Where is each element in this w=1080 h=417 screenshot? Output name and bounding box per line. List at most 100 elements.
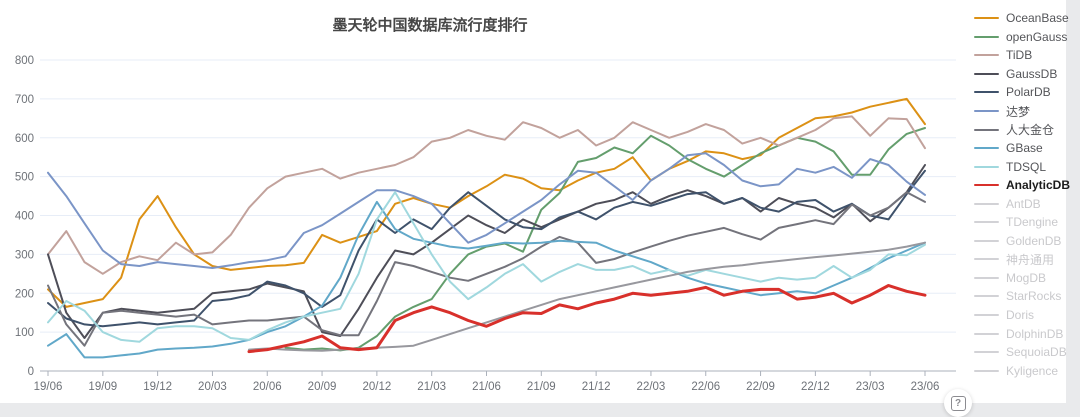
- series-line-TiDB: [47, 115, 926, 275]
- y-axis-tick-label: 800: [15, 55, 34, 67]
- legend-line-swatch: [974, 202, 999, 205]
- legend-line-swatch: [974, 314, 999, 317]
- legend-line-swatch: [974, 54, 999, 57]
- legend-item-Doris[interactable]: Doris: [974, 306, 1070, 325]
- x-axis-tick-label: 20/03: [198, 381, 227, 393]
- legend-label: PolarDB: [1006, 85, 1051, 100]
- x-axis-tick-label: 19/09: [88, 381, 117, 393]
- legend-item-达梦[interactable]: 达梦: [974, 102, 1070, 121]
- y-axis-tick-label: 500: [15, 172, 34, 184]
- legend-item-OceanBase[interactable]: OceanBase: [974, 9, 1070, 28]
- y-axis-tick-label: 200: [15, 288, 34, 300]
- question-icon: ?: [950, 395, 966, 411]
- legend-line-swatch: [974, 184, 999, 187]
- legend-line-swatch: [974, 295, 999, 298]
- legend-label: AnalyticDB: [1006, 178, 1071, 193]
- x-axis-tick-label: 23/06: [911, 381, 940, 393]
- legend-item-GBase[interactable]: GBase: [974, 139, 1070, 158]
- y-axis-tick-label: 400: [15, 211, 34, 223]
- legend-label: MogDB: [1006, 270, 1047, 285]
- legend-line-swatch: [974, 35, 999, 38]
- legend-item-TiDB[interactable]: TiDB: [974, 46, 1070, 65]
- legend-line-swatch: [974, 165, 999, 168]
- series-line-达梦: [47, 152, 926, 269]
- y-axis-tick-label: 100: [15, 327, 34, 339]
- legend-label: Doris: [1006, 308, 1035, 323]
- legend-line-swatch: [974, 239, 999, 242]
- y-axis-tick-label: 0: [28, 366, 34, 378]
- legend-label: 人大金仓: [1006, 123, 1055, 138]
- x-axis-tick-label: 22/12: [801, 381, 830, 393]
- x-axis-tick-label: 21/12: [582, 381, 611, 393]
- legend-item-AnalyticDB[interactable]: AnalyticDB: [974, 176, 1070, 195]
- legend-line-swatch: [974, 110, 999, 112]
- y-axis-tick-label: 700: [15, 94, 34, 106]
- legend-label: OceanBase: [1006, 11, 1069, 26]
- legend-label: 达梦: [1006, 104, 1031, 119]
- y-axis-tick-label: 600: [15, 133, 34, 145]
- legend-item-openGauss[interactable]: openGauss: [974, 28, 1070, 47]
- legend-label: StarRocks: [1006, 289, 1062, 304]
- x-axis-tick-label: 20/12: [362, 381, 391, 393]
- legend-line-swatch: [974, 17, 999, 20]
- legend-label: TDengine: [1006, 215, 1059, 230]
- series-line-PolarDB: [47, 169, 926, 328]
- chart-title: 墨天轮中国数据库流行度排行: [332, 17, 528, 34]
- legend-item-StarRocks[interactable]: StarRocks: [974, 287, 1070, 306]
- x-axis-tick-label: 22/06: [691, 381, 720, 393]
- series-line-GBase: [47, 200, 926, 359]
- legend-line-swatch: [974, 147, 999, 150]
- series-line-人大金仓: [47, 191, 926, 347]
- series-line-TDSQL: [47, 191, 926, 343]
- legend-line-swatch: [974, 276, 999, 279]
- legend-item-人大金仓[interactable]: 人大金仓: [974, 120, 1070, 139]
- legend-item-SequoiaDB[interactable]: SequoiaDB: [974, 343, 1070, 362]
- series-line-GaussDB: [47, 164, 926, 339]
- legend-item-神舟通用[interactable]: 神舟通用: [974, 250, 1070, 269]
- x-axis-tick-label: 21/09: [527, 381, 556, 393]
- legend-line-swatch: [974, 351, 999, 354]
- legend-label: DolphinDB: [1006, 326, 1064, 341]
- legend-item-PolarDB[interactable]: PolarDB: [974, 83, 1070, 102]
- x-axis-tick-label: 22/09: [746, 381, 775, 393]
- legend-label: 神舟通用: [1006, 252, 1055, 267]
- legend-line-swatch: [974, 221, 999, 224]
- chart-legend: OceanBase openGauss TiDB GaussDB PolarDB 达梦人大…: [974, 9, 1070, 380]
- legend-line-swatch: [974, 258, 999, 261]
- legend-line-swatch: [974, 332, 999, 335]
- legend-label: TiDB: [1006, 48, 1033, 63]
- legend-label: openGauss: [1006, 29, 1068, 44]
- legend-item-MogDB[interactable]: MogDB: [974, 269, 1070, 288]
- x-axis-tick-label: 19/06: [34, 381, 63, 393]
- x-axis-tick-label: 20/06: [253, 381, 282, 393]
- line-chart-plot-area: 0 100 200 300 400 500 600 700 800 19/06 19/09 19/12…: [15, 55, 956, 393]
- x-axis-tick-label: 22/03: [637, 381, 666, 393]
- legend-item-AntDB[interactable]: AntDB: [974, 194, 1070, 213]
- legend-item-DolphinDB[interactable]: DolphinDB: [974, 324, 1070, 343]
- legend-line-swatch: [974, 369, 999, 372]
- legend-label: TDSQL: [1006, 159, 1047, 174]
- series-line-openGauss: [284, 127, 926, 352]
- help-button[interactable]: ?: [944, 389, 972, 417]
- x-axis-tick-label: 21/03: [417, 381, 446, 393]
- legend-label: GoldenDB: [1006, 233, 1062, 248]
- legend-item-Kyligence[interactable]: Kyligence: [974, 361, 1070, 380]
- legend-label: GaussDB: [1006, 66, 1058, 81]
- legend-label: SequoiaDB: [1006, 345, 1067, 360]
- legend-label: GBase: [1006, 141, 1043, 156]
- legend-line-swatch: [974, 72, 999, 75]
- legend-item-TDengine[interactable]: TDengine: [974, 213, 1070, 232]
- y-axis-tick-label: 300: [15, 249, 34, 261]
- legend-item-GaussDB[interactable]: GaussDB: [974, 65, 1070, 84]
- legend-item-GoldenDB[interactable]: GoldenDB: [974, 232, 1070, 251]
- legend-item-TDSQL[interactable]: TDSQL: [974, 157, 1070, 176]
- x-axis-tick-label: 21/06: [472, 381, 501, 393]
- x-axis-tick-label: 19/12: [143, 381, 172, 393]
- series-line-AnalyticDB: [247, 284, 927, 354]
- legend-label: Kyligence: [1006, 363, 1059, 378]
- legend-line-swatch: [974, 91, 999, 94]
- legend-label: AntDB: [1006, 196, 1041, 211]
- legend-line-swatch: [974, 128, 999, 131]
